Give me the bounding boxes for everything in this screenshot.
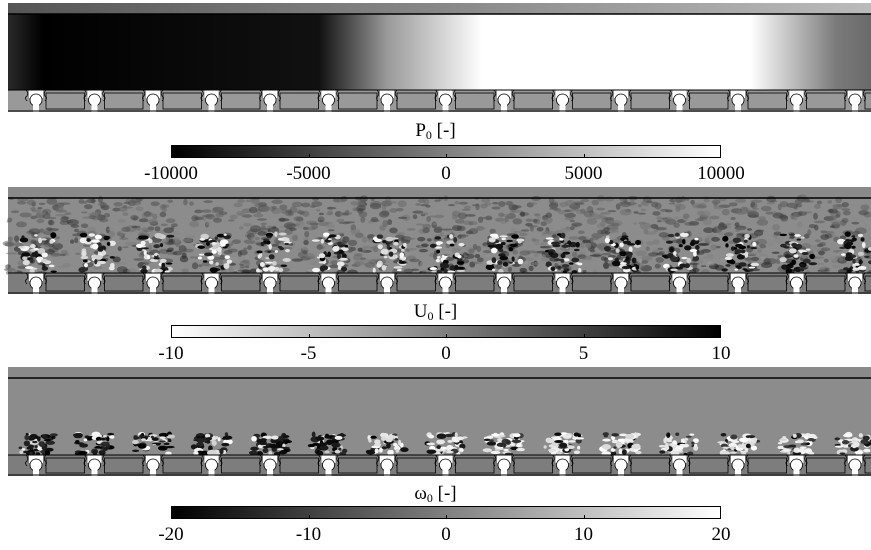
upper-wall	[8, 187, 871, 198]
colorbar-tick-label: 0	[441, 343, 451, 364]
colorbar-tick-label: 10	[574, 524, 593, 545]
colorbar-tick	[308, 334, 310, 338]
colorbar-tick	[583, 154, 585, 158]
pressure-field-svg	[8, 3, 871, 112]
pressure-colorbar-labels: -10000 -5000 0 5000 10000	[0, 163, 871, 187]
pressure-field-plot	[0, 0, 871, 112]
vorticity-colorbar-ticks	[171, 515, 721, 519]
colorbar-tick	[583, 515, 585, 519]
colorbar-tick-label: -10	[295, 524, 322, 545]
colorbar-tick-label: 5000	[564, 163, 603, 184]
colorbar-tick	[720, 154, 721, 158]
colorbar-tick	[171, 334, 172, 338]
colorbar-tick	[720, 515, 721, 519]
colorbar-tick	[446, 515, 447, 519]
pressure-colorbar-title: P0 [-]	[415, 120, 456, 143]
colorbar-tick-label: -10	[158, 343, 184, 364]
colorbar-tick-label: 10	[711, 343, 731, 364]
colorbar-tick-label: -5000	[286, 163, 331, 184]
colorbar-tick-label: -20	[158, 524, 184, 545]
colorbar-tick-label: -5	[300, 343, 317, 364]
colorbar-tick-label: 10000	[697, 163, 745, 184]
vorticity-field-svg	[8, 367, 871, 476]
colorbar-tick	[446, 154, 447, 158]
vorticity-field-plot	[0, 366, 871, 476]
colorbar-tick-label: -10000	[144, 163, 198, 184]
colorbar-tick	[446, 334, 447, 338]
colorbar-tick	[583, 334, 585, 338]
vorticity-colorbar-title: ω0 [-]	[414, 483, 457, 506]
pressure-colorbar-ticks	[171, 154, 721, 158]
colorbar-tick-label: 0	[441, 524, 451, 545]
colorbar-tick-label: 20	[711, 524, 731, 545]
colorbar-tick	[308, 154, 310, 158]
pressure-field	[8, 14, 871, 90]
upper-wall	[8, 3, 871, 14]
colorbar-tick	[720, 334, 721, 338]
colorbar-tick	[308, 515, 310, 519]
velocity-colorbar-ticks	[171, 334, 721, 338]
cavity-array-icon	[8, 89, 871, 112]
velocity-field-svg	[2, 187, 871, 294]
colorbar-tick	[171, 515, 172, 519]
velocity-turbulence	[2, 194, 871, 277]
upper-wall	[8, 367, 871, 378]
vorticity-colorbar-labels: -20 -10 0 10 20	[0, 524, 871, 548]
cavity-array-icon	[8, 272, 871, 294]
colorbar-tick-label: 0	[441, 163, 451, 184]
velocity-field-plot	[0, 186, 871, 294]
velocity-colorbar-labels: -10 -5 0 5 10	[0, 343, 871, 367]
cavity-array-icon	[8, 454, 871, 476]
colorbar-tick-label: 5	[578, 343, 589, 364]
colorbar-tick	[171, 154, 172, 158]
velocity-colorbar-title: U0 [-]	[413, 301, 458, 324]
